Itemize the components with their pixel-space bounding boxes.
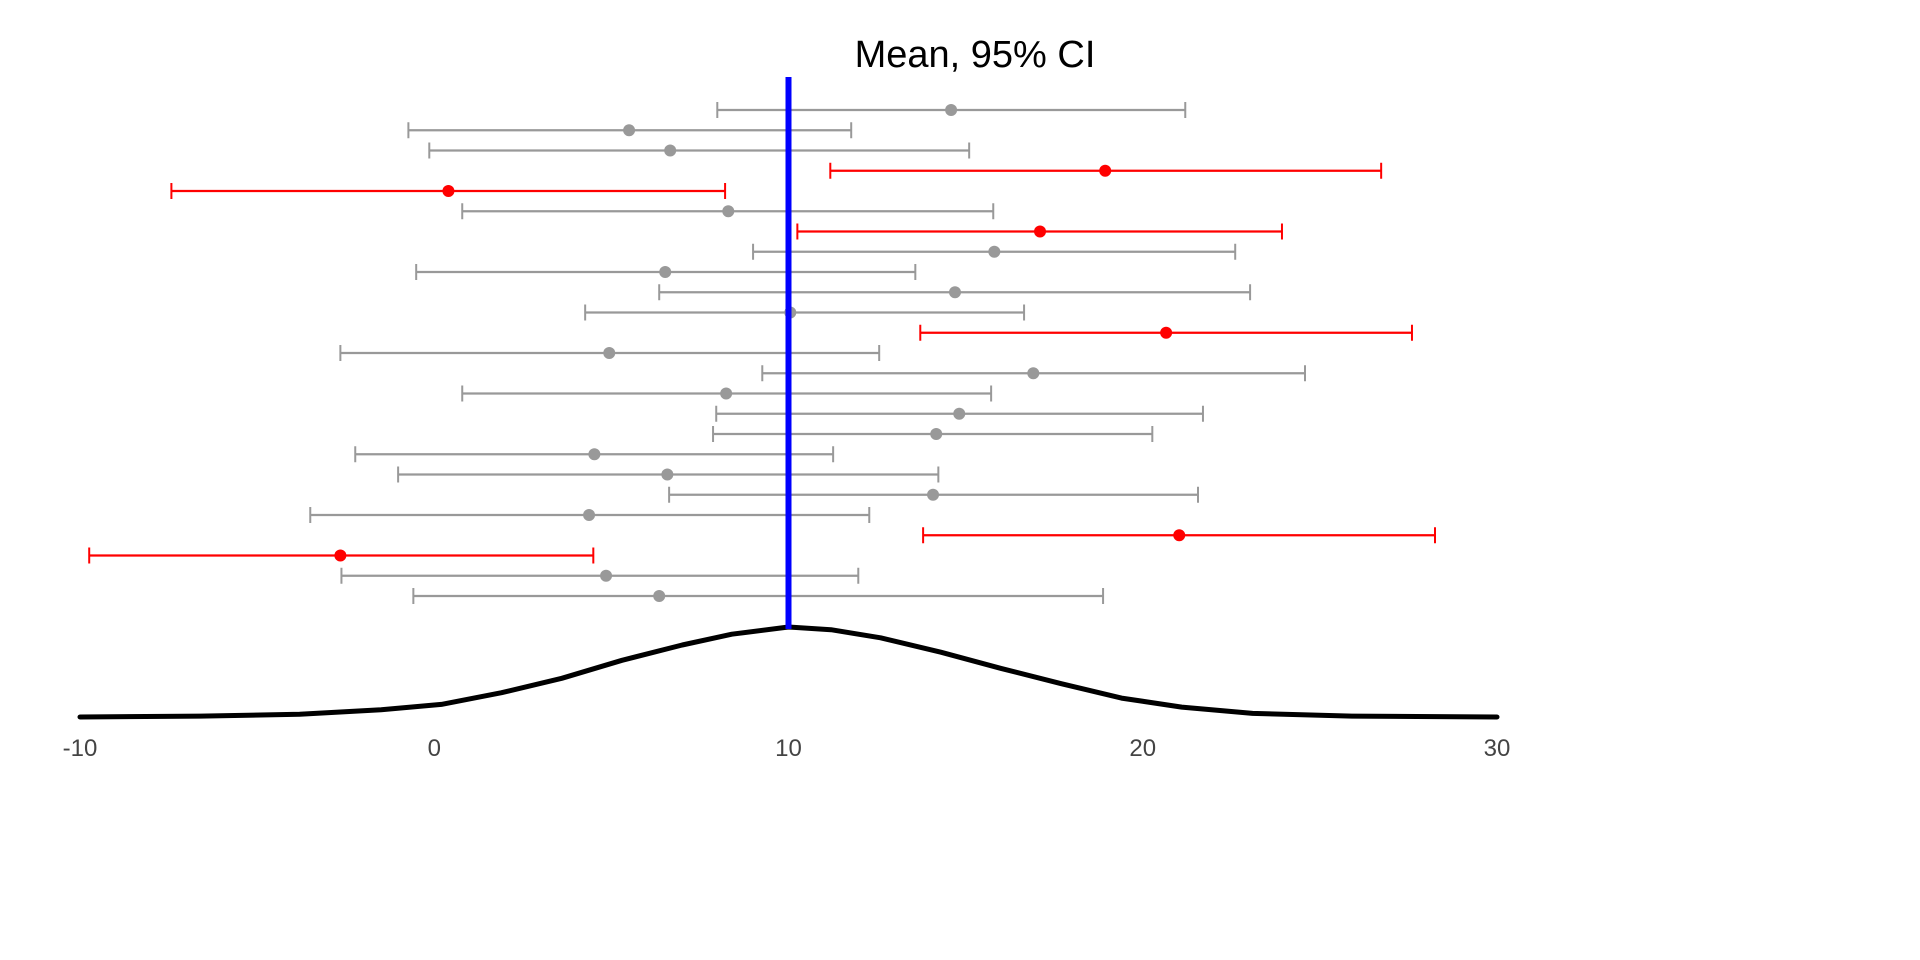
mean-point [988,245,1001,258]
mean-point [583,509,596,521]
mean-point [653,590,666,602]
mean-point [442,185,455,197]
interval-row [88,547,595,564]
interval-row [339,345,881,361]
interval-row [919,324,1413,341]
mean-point [1173,529,1186,542]
mean-point [603,347,616,359]
mean-point [1099,164,1112,177]
mean-point [600,569,613,582]
interval-row [712,426,1154,442]
interval-row [340,567,860,584]
mean-point [722,205,735,218]
mean-point [948,286,961,299]
mean-point [720,387,733,400]
mean-point [334,549,347,562]
interval-row [715,405,1204,422]
x-tick-label: -10 [63,735,98,762]
mean-point [623,124,636,137]
mean-point [1160,326,1173,339]
mean-point [588,448,601,461]
interval-row [716,102,1187,118]
x-axis: -10 0 10 20 30 [63,735,1511,762]
mean-point [930,428,943,440]
interval-row [428,142,971,159]
interval-row [397,466,940,483]
interval-row [354,446,835,463]
interval-row [412,588,1105,604]
interval-row [584,304,1026,321]
interval-row [658,284,1252,301]
chart-title: Mean, 95% CI [855,34,1096,76]
interval-row [461,203,995,220]
density-curve-group [77,624,1500,720]
interval-row [829,162,1383,179]
interval-row [415,264,917,280]
interval-row [761,365,1306,382]
mean-point [953,407,966,420]
mean-point [927,488,940,501]
mean-point [659,266,672,278]
interval-row [461,385,993,402]
interval-row [922,527,1437,544]
interval-row [796,223,1283,240]
x-tick-label: 10 [775,735,802,762]
density-curve [77,624,1500,720]
x-tick-label: 20 [1129,735,1156,762]
x-tick-label: 30 [1484,735,1511,762]
mean-point [661,468,674,481]
mean-point [945,104,958,116]
mean-point [1034,225,1047,238]
interval-row [752,243,1237,260]
intervals-group [88,102,1437,604]
interval-row [309,507,871,523]
mean-point [1027,367,1040,380]
mean-point [664,144,677,157]
interval-row [668,486,1200,503]
interval-row [170,183,727,199]
interval-row [407,122,853,139]
x-tick-label: 0 [428,735,441,762]
